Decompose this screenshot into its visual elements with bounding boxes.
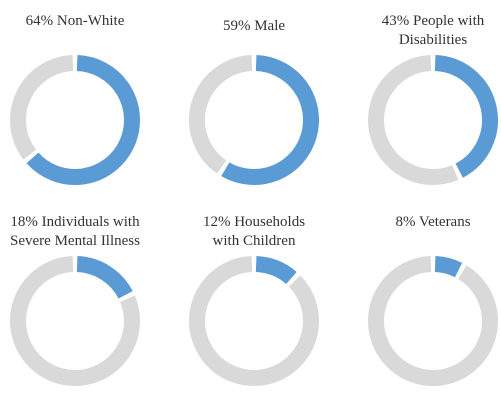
donut-value-arc <box>221 55 319 185</box>
donut-title: 18% Individuals with Severe Mental Illnes… <box>10 214 140 249</box>
donut-value-arc <box>434 55 498 178</box>
donut-64-non-white: 64% Non-White <box>10 13 140 185</box>
donut-title-line: 18% Individuals with <box>10 214 140 230</box>
donut-remainder-arc <box>368 256 498 386</box>
donut-remainder-arc <box>10 55 74 160</box>
donut-title-line: 59% Male <box>223 18 285 34</box>
donut-title: 43% People with Disabilities <box>382 13 485 48</box>
donut-43-people-with-disabilities: 43% People with Disabilities <box>368 13 498 185</box>
donut-remainder-arc <box>189 55 253 174</box>
donut-value-arc <box>434 256 463 278</box>
donut-12-households-with-children: 12% Households with Children <box>189 214 319 386</box>
donut-title-line: 12% Households <box>203 214 305 230</box>
donut-title-line: Severe Mental Illness <box>10 233 140 249</box>
donut-title-line: with Children <box>213 233 296 249</box>
donut-title: 64% Non-White <box>26 13 125 29</box>
donut-59-male: 59% Male <box>189 18 319 185</box>
donut-remainder-arc <box>189 256 319 386</box>
donut-title-line: Disabilities <box>399 32 467 48</box>
donut-title: 8% Veterans <box>395 214 470 230</box>
donut-title-line: 43% People with <box>382 13 485 29</box>
donut-value-arc <box>255 256 297 285</box>
donut-title: 59% Male <box>223 18 285 34</box>
donut-value-arc <box>26 55 140 185</box>
donut-8-veterans: 8% Veterans <box>368 214 498 386</box>
donut-18-individuals-with-severe-mental-illness: 18% Individuals with Severe Mental Illnes… <box>10 214 140 386</box>
donut-value-arc <box>76 256 133 299</box>
donut-title-line: 8% Veterans <box>395 214 470 230</box>
donut-remainder-arc <box>10 256 140 386</box>
donut-title-line: 64% Non-White <box>26 13 125 29</box>
donut-title: 12% Households with Children <box>203 214 305 249</box>
donut-remainder-arc <box>368 55 459 185</box>
